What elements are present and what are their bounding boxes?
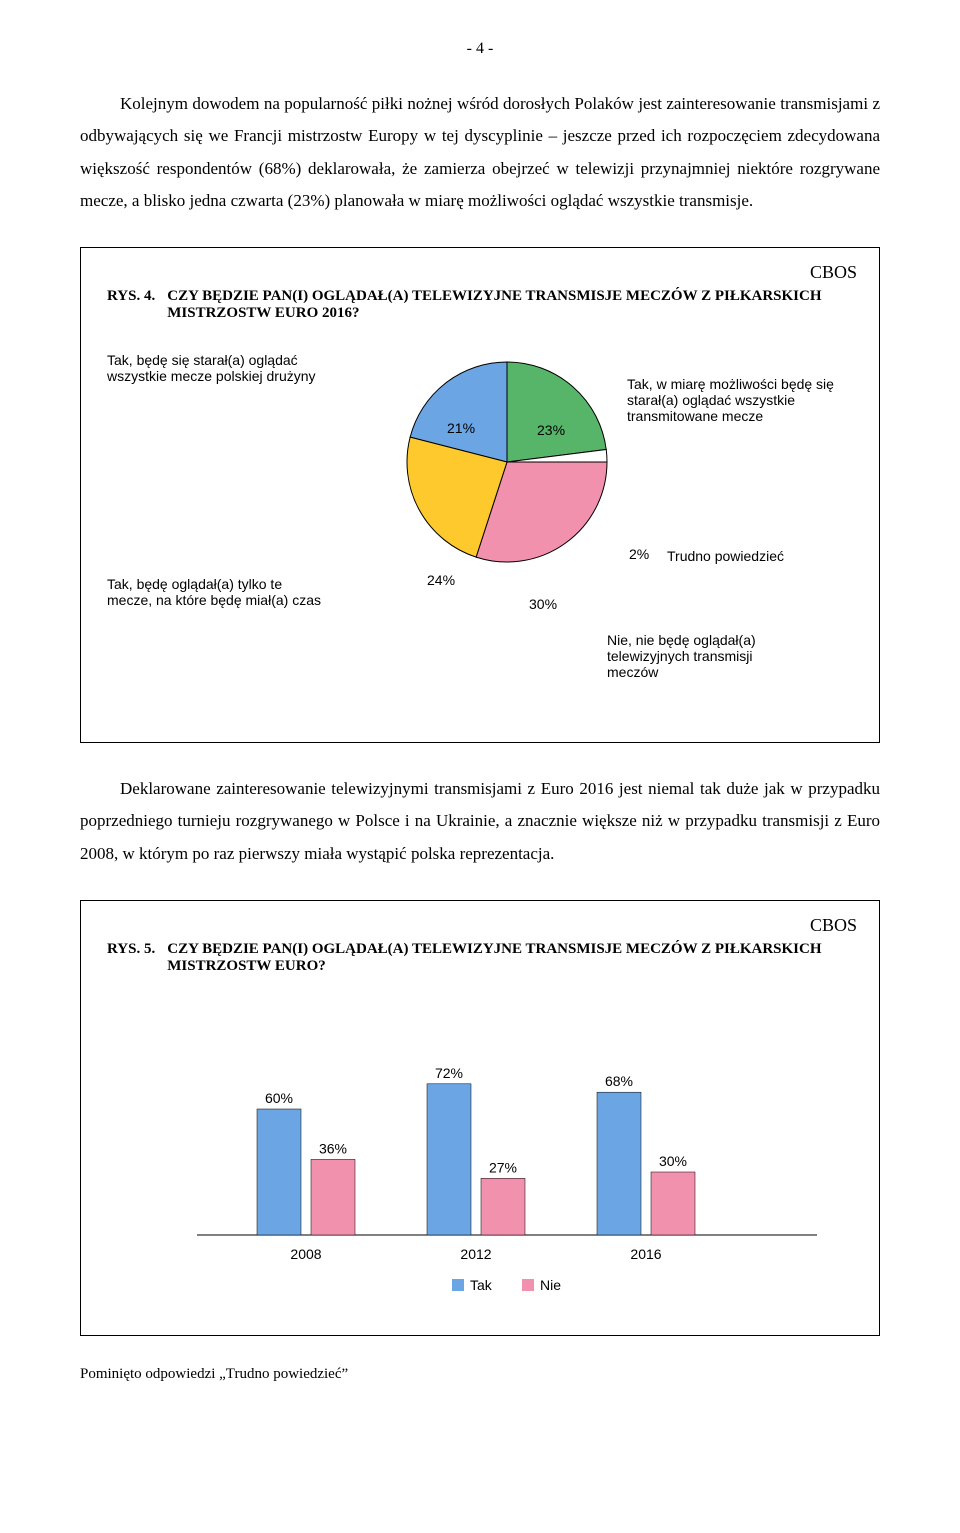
legend-label-Tak: Tak — [470, 1277, 493, 1293]
paragraph-2: Deklarowane zainteresowanie telewizyjnym… — [80, 773, 880, 870]
fig5-title: CZY BĘDZIE PAN(I) OGLĄDAŁ(A) TELEWIZYJNE… — [167, 941, 853, 975]
cbos-badge: CBOS — [810, 262, 857, 283]
page-number: - 4 - — [80, 40, 880, 58]
bar-Nie-2008 — [311, 1159, 355, 1235]
pie-label-blue: Tak, będę się starał(a) oglądać wszystki… — [107, 352, 327, 384]
pie-chart — [397, 352, 617, 572]
bar-label-Tak-2008: 60% — [265, 1090, 293, 1106]
fig4-rys: RYS. 4. — [107, 288, 155, 322]
pie-slice-green — [507, 362, 606, 462]
bar-label-Nie-2012: 27% — [489, 1159, 517, 1175]
pie-pct-pink: 30% — [529, 596, 557, 612]
bar-label-Nie-2016: 30% — [659, 1153, 687, 1169]
bar-category-2016: 2016 — [630, 1246, 661, 1262]
legend-label-Nie: Nie — [540, 1277, 561, 1293]
bar-Tak-2008 — [257, 1109, 301, 1235]
pie-pct-white: 2% — [629, 546, 649, 562]
pie-pct-green: 23% — [537, 422, 565, 438]
pie-label-green: Tak, w miarę możliwości będę się starał(… — [627, 376, 837, 424]
bar-label-Tak-2016: 68% — [605, 1073, 633, 1089]
bar-chart-area: 60% 36% 2008 72% 27% 2012 68% 30% 2016 Tak Nie — [107, 995, 853, 1325]
bar-Nie-2016 — [651, 1172, 695, 1235]
legend-swatch-Nie — [522, 1279, 534, 1291]
paragraph-2-text: Deklarowane zainteresowanie telewizyjnym… — [80, 779, 880, 863]
bar-category-2012: 2012 — [460, 1246, 491, 1262]
pie-chart-area: Tak, będę się starał(a) oglądać wszystki… — [107, 342, 853, 722]
bar-Tak-2012 — [427, 1084, 471, 1235]
fig5-footnote: Pominięto odpowiedzi „Trudno powiedzieć” — [80, 1366, 880, 1383]
figure-5: CBOS RYS. 5. CZY BĘDZIE PAN(I) OGLĄDAŁ(A… — [80, 900, 880, 1336]
fig4-title: CZY BĘDZIE PAN(I) OGLĄDAŁ(A) TELEWIZYJNE… — [167, 288, 853, 322]
legend-swatch-Tak — [452, 1279, 464, 1291]
pie-label-pink: Nie, nie będę oglądał(a) telewizyjnych t… — [607, 632, 807, 680]
pie-label-yellow: Tak, będę oglądał(a) tylko te mecze, na … — [107, 576, 327, 608]
bar-category-2008: 2008 — [290, 1246, 321, 1262]
pie-pct-yellow: 24% — [427, 572, 455, 588]
fig5-rys: RYS. 5. — [107, 941, 155, 975]
bar-Nie-2012 — [481, 1178, 525, 1235]
bar-label-Nie-2008: 36% — [319, 1140, 347, 1156]
pie-label-white: Trudno powiedzieć — [667, 548, 847, 564]
cbos-badge-2: CBOS — [810, 915, 857, 936]
paragraph-1-text: Kolejnym dowodem na popularność piłki no… — [80, 94, 880, 210]
pie-pct-blue: 21% — [447, 420, 475, 436]
figure-4: CBOS RYS. 4. CZY BĘDZIE PAN(I) OGLĄDAŁ(A… — [80, 247, 880, 743]
paragraph-1: Kolejnym dowodem na popularność piłki no… — [80, 88, 880, 217]
bar-Tak-2016 — [597, 1092, 641, 1235]
bar-chart: 60% 36% 2008 72% 27% 2012 68% 30% 2016 Tak Nie — [167, 1005, 847, 1305]
bar-label-Tak-2012: 72% — [435, 1065, 463, 1081]
